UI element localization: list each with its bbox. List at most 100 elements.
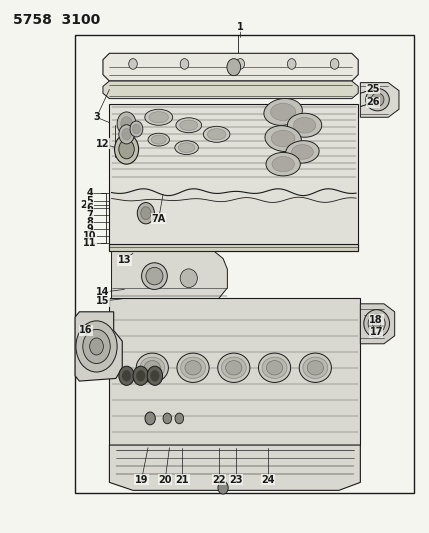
Text: 20: 20 — [158, 475, 172, 484]
Ellipse shape — [207, 128, 226, 140]
Ellipse shape — [265, 126, 301, 151]
Polygon shape — [75, 312, 122, 381]
Text: 2: 2 — [80, 200, 87, 210]
Ellipse shape — [144, 360, 160, 375]
Ellipse shape — [218, 353, 250, 383]
Ellipse shape — [148, 133, 169, 146]
Ellipse shape — [176, 118, 202, 133]
Ellipse shape — [180, 269, 197, 288]
Ellipse shape — [203, 126, 230, 142]
Text: 5758  3100: 5758 3100 — [13, 13, 100, 27]
Ellipse shape — [368, 314, 385, 333]
Text: 14: 14 — [96, 287, 110, 297]
Text: 22: 22 — [212, 475, 226, 484]
Ellipse shape — [264, 99, 302, 125]
Ellipse shape — [262, 357, 287, 378]
Circle shape — [90, 338, 103, 355]
Text: 6: 6 — [87, 203, 94, 213]
Circle shape — [115, 134, 139, 164]
Text: 21: 21 — [175, 475, 189, 484]
Circle shape — [122, 128, 131, 140]
Text: 24: 24 — [261, 475, 275, 484]
Circle shape — [119, 366, 134, 385]
Ellipse shape — [175, 141, 199, 155]
Text: 13: 13 — [118, 255, 131, 265]
Ellipse shape — [136, 353, 168, 383]
Text: 26: 26 — [366, 98, 380, 107]
Circle shape — [163, 413, 172, 424]
Ellipse shape — [181, 357, 205, 378]
Circle shape — [151, 370, 159, 381]
Ellipse shape — [271, 130, 295, 147]
Text: 3: 3 — [93, 112, 100, 122]
Ellipse shape — [146, 267, 163, 285]
Polygon shape — [360, 83, 399, 117]
Text: 12: 12 — [96, 139, 110, 149]
Text: 8: 8 — [87, 217, 94, 227]
Circle shape — [133, 366, 148, 385]
Circle shape — [227, 59, 241, 76]
Polygon shape — [360, 304, 395, 344]
Ellipse shape — [177, 353, 209, 383]
Ellipse shape — [307, 360, 323, 375]
Text: 23: 23 — [229, 475, 243, 484]
Polygon shape — [109, 445, 360, 490]
Polygon shape — [103, 53, 358, 81]
Circle shape — [218, 481, 228, 494]
Ellipse shape — [185, 360, 201, 375]
Bar — [109, 298, 360, 445]
Ellipse shape — [271, 103, 296, 120]
Ellipse shape — [364, 310, 390, 337]
Circle shape — [147, 366, 163, 385]
Circle shape — [76, 321, 117, 372]
Ellipse shape — [140, 357, 165, 378]
Ellipse shape — [226, 360, 242, 375]
Text: 4: 4 — [87, 189, 94, 198]
Circle shape — [122, 370, 131, 381]
Ellipse shape — [180, 120, 198, 131]
Text: 19: 19 — [135, 475, 148, 484]
Circle shape — [133, 124, 140, 134]
Ellipse shape — [272, 157, 294, 172]
Polygon shape — [109, 244, 358, 251]
Ellipse shape — [287, 114, 322, 137]
Text: 25: 25 — [366, 84, 380, 94]
Ellipse shape — [178, 143, 195, 152]
Circle shape — [119, 125, 134, 144]
Polygon shape — [112, 252, 227, 298]
Circle shape — [145, 412, 155, 425]
Bar — [109, 104, 358, 251]
Circle shape — [119, 140, 134, 159]
Ellipse shape — [142, 263, 167, 289]
Text: 18: 18 — [369, 315, 383, 325]
Ellipse shape — [371, 93, 384, 107]
Circle shape — [117, 112, 136, 135]
Ellipse shape — [366, 88, 390, 111]
Circle shape — [236, 59, 245, 69]
Circle shape — [129, 59, 137, 69]
Circle shape — [175, 413, 184, 424]
Circle shape — [137, 203, 154, 224]
Ellipse shape — [266, 360, 283, 375]
Text: 16: 16 — [79, 326, 93, 335]
Circle shape — [141, 207, 151, 220]
Ellipse shape — [286, 141, 319, 163]
Ellipse shape — [149, 112, 169, 123]
Text: 7A: 7A — [151, 214, 166, 223]
Circle shape — [136, 370, 145, 381]
Text: 17: 17 — [369, 327, 383, 337]
Ellipse shape — [151, 135, 166, 144]
Ellipse shape — [266, 152, 300, 176]
Ellipse shape — [293, 117, 316, 133]
Text: 7: 7 — [87, 210, 94, 220]
Bar — [75, 35, 414, 493]
Bar — [115, 125, 123, 157]
Text: 1: 1 — [237, 22, 244, 31]
Text: 11: 11 — [83, 238, 97, 247]
Circle shape — [287, 59, 296, 69]
Text: 9: 9 — [87, 224, 94, 233]
Circle shape — [330, 59, 339, 69]
Ellipse shape — [292, 144, 313, 159]
Text: 5: 5 — [87, 196, 94, 206]
Circle shape — [83, 329, 110, 364]
